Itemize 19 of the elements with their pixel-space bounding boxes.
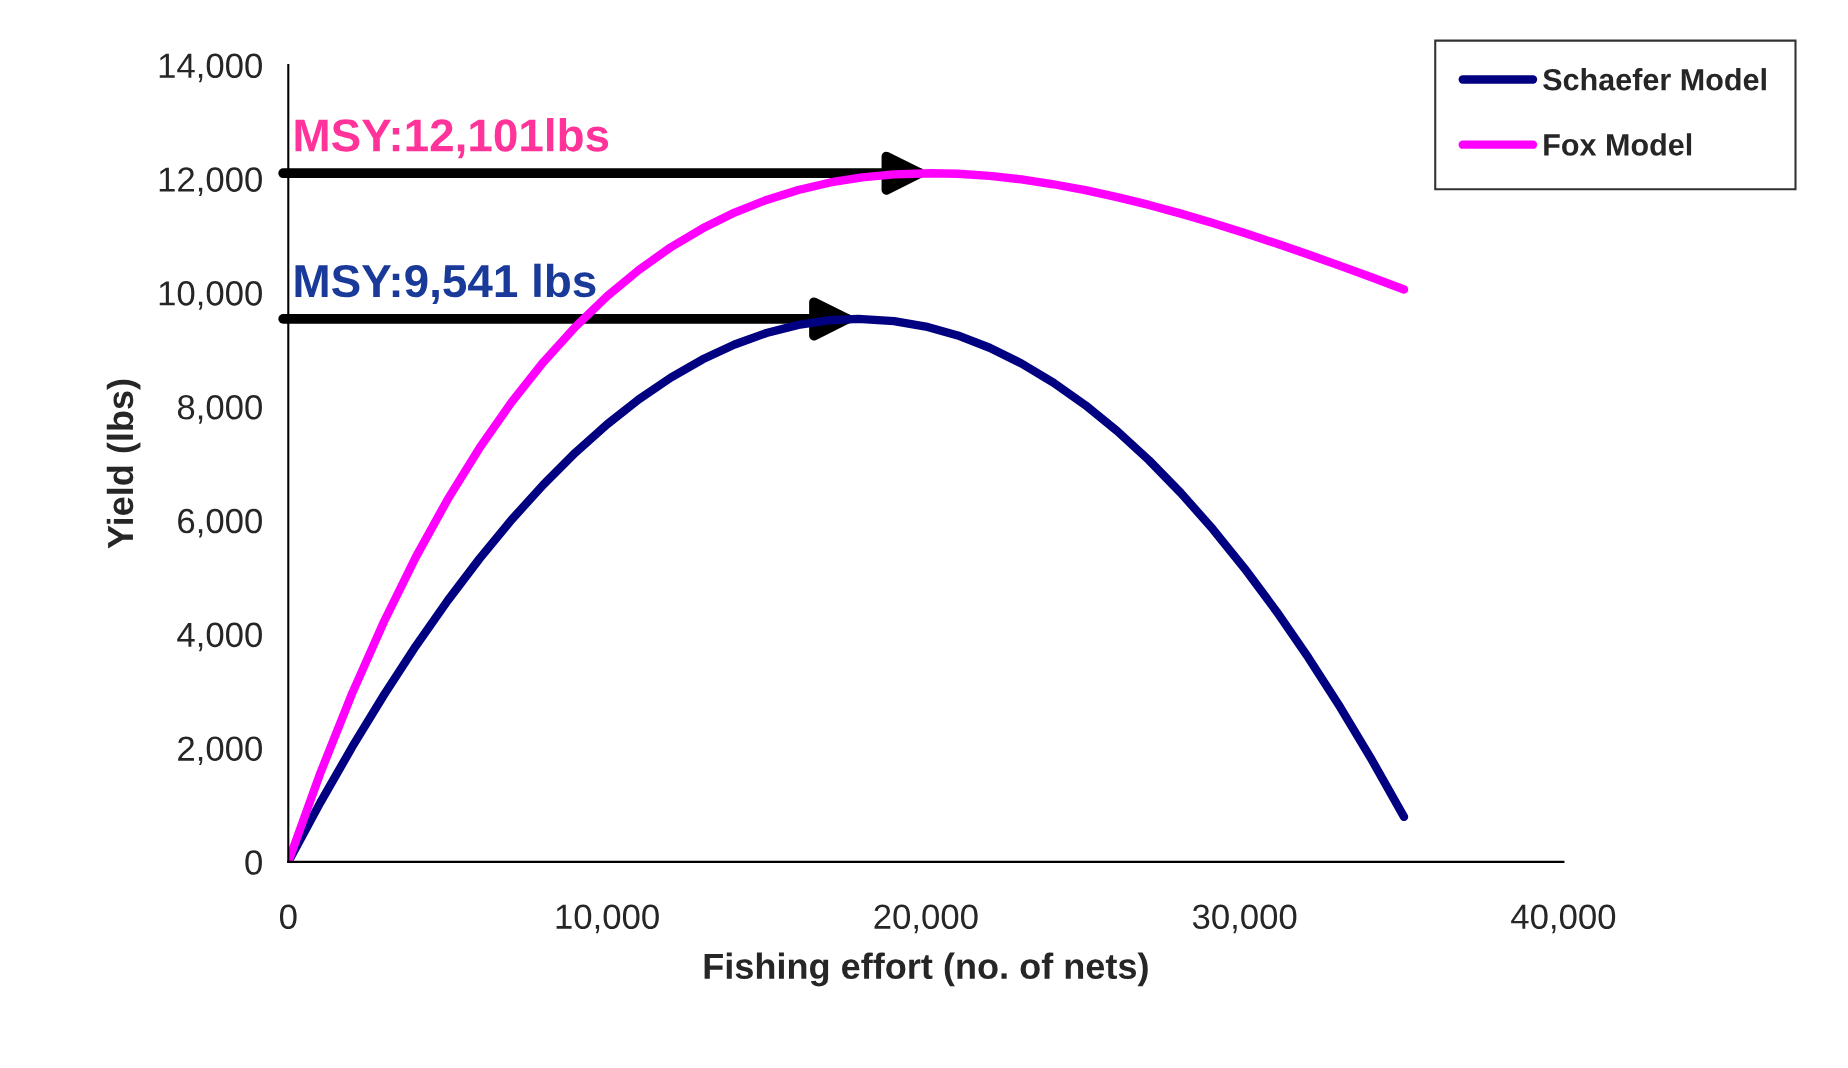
annotation: MSY:12,101lbs <box>295 117 609 159</box>
x-axis-title: Fishing effort (no. of nets) <box>704 952 1148 987</box>
x-tick-label: 40,000 <box>1511 904 1616 934</box>
y-tick-label: 2,000 <box>178 736 262 766</box>
annotation: MSY:9,541 lbs <box>295 263 596 304</box>
y-tick-label: 0 <box>245 850 262 875</box>
y-tick-label: 6,000 <box>178 508 262 538</box>
x-tick-label: 30,000 <box>1192 904 1297 934</box>
legend-label: Fox Model <box>1544 133 1692 156</box>
y-axis-title: Yield (lbs) <box>106 379 141 549</box>
y-tick-label: 14,000 <box>159 53 262 83</box>
x-tick-label: 0 <box>279 904 297 930</box>
legend-label: Schaefer Model <box>1543 68 1766 91</box>
x-tick-label: 20,000 <box>874 904 978 934</box>
x-tick-label: 10,000 <box>556 904 659 934</box>
y-tick-label: 8,000 <box>177 394 262 424</box>
y-tick-label: 4,000 <box>177 622 262 652</box>
y-tick-label: 12,000 <box>159 167 262 196</box>
y-tick-label: 10,000 <box>159 281 262 310</box>
